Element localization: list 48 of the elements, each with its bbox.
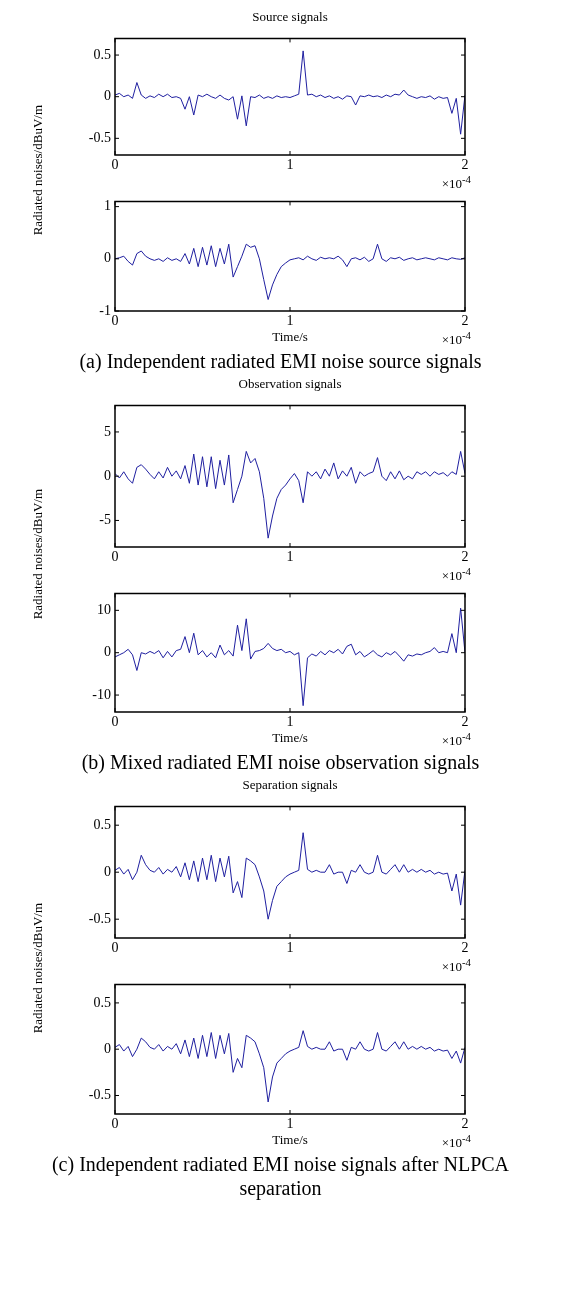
x-tick-label: 1 [286,1116,294,1132]
x-tick-label: 1 [286,549,294,565]
chart-title: Source signals [251,8,329,26]
text: ×10$^{-4}$ [441,956,471,976]
x-tick-label: 2 [461,714,469,730]
y-tick-label: -0.5 [88,1087,111,1103]
y-axis-title: Radiated noises/dBuV/m [30,105,46,236]
text: (b) Mixed radiated EMI noise observation signals [80,750,481,774]
x-tick-label: 1 [286,313,294,329]
y-tick-label: 0 [104,88,111,104]
text: ×10$^{-4}$ [441,173,471,193]
y-tick-label: 0.5 [93,994,111,1010]
y-tick-label: 1 [104,198,111,214]
text: (c) Independent radiated EMI noise signals after NLPCA separation [50,1152,511,1200]
chart-title: Observation signals [237,375,343,393]
text: ×10$^{-4}$ [441,1132,471,1152]
x-tick-label: 2 [461,313,469,329]
text: ×10$^{-4}$ [441,565,471,585]
x-tick-label: 2 [461,1116,469,1132]
x-tick-label: 1 [286,940,294,956]
y-tick-label: 0.5 [93,816,111,832]
y-tick-label: -1 [99,302,111,318]
y-tick-label: 5 [104,423,111,439]
text: (a) Independent radiated EMI noise source signals [78,349,483,373]
text: ×10$^{-4}$ [441,730,471,750]
y-tick-label: -0.5 [88,130,111,146]
y-tick-label: 0 [104,1040,111,1056]
x-tick-label: 1 [286,157,294,173]
y-tick-label: -0.5 [88,910,111,926]
x-axis-title: Time/s [272,329,308,344]
x-tick-label: 2 [461,940,469,956]
y-tick-label: -5 [99,512,111,528]
y-tick-label: 0 [104,467,111,483]
y-tick-label: -10 [92,686,111,702]
y-axis-title: Radiated noises/dBuV/m [30,489,46,620]
x-axis-title: Time/s [272,1132,308,1147]
x-tick-label: 1 [286,714,294,730]
y-tick-label: 0 [104,863,111,879]
y-tick-label: 0 [104,250,111,266]
x-tick-label: 2 [461,549,469,565]
text: ×10$^{-4}$ [441,329,471,349]
y-axis-title: Radiated noises/dBuV/m [30,902,46,1034]
y-tick-label: 10 [97,602,111,618]
chart-title: Separation signals [241,776,339,794]
x-tick-label: 2 [461,157,469,173]
y-tick-label: 0 [104,644,111,660]
y-tick-label: 0.5 [93,46,111,62]
x-axis-title: Time/s [272,730,308,745]
